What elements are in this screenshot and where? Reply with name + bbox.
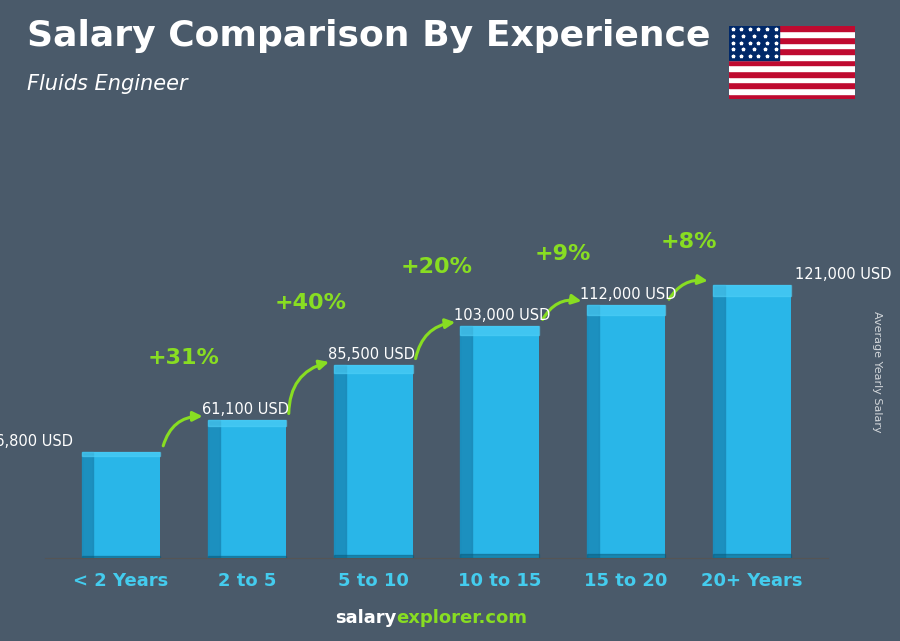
- Bar: [461, 326, 539, 335]
- Bar: [729, 37, 855, 43]
- Bar: [587, 305, 599, 558]
- Bar: [82, 452, 160, 558]
- Text: 85,500 USD: 85,500 USD: [328, 347, 415, 362]
- Bar: [334, 365, 412, 372]
- Text: Fluids Engineer: Fluids Engineer: [27, 74, 187, 94]
- Text: +31%: +31%: [148, 348, 220, 368]
- Bar: [713, 285, 791, 558]
- Bar: [729, 65, 855, 71]
- Bar: [334, 365, 346, 558]
- Text: salary: salary: [335, 609, 396, 627]
- Bar: [461, 554, 539, 558]
- Bar: [587, 305, 665, 315]
- Bar: [713, 285, 791, 296]
- Bar: [729, 88, 855, 94]
- Text: +8%: +8%: [661, 231, 717, 251]
- Text: +9%: +9%: [535, 244, 591, 265]
- Text: 61,100 USD: 61,100 USD: [202, 402, 289, 417]
- Bar: [713, 554, 791, 558]
- Text: 121,000 USD: 121,000 USD: [796, 267, 892, 282]
- Bar: [729, 71, 855, 77]
- Bar: [82, 452, 160, 456]
- Text: 112,000 USD: 112,000 USD: [580, 287, 677, 303]
- Bar: [729, 26, 779, 60]
- Bar: [729, 60, 855, 65]
- Bar: [82, 452, 94, 558]
- FancyArrowPatch shape: [289, 361, 326, 413]
- Bar: [82, 556, 160, 558]
- Bar: [208, 420, 220, 558]
- Bar: [729, 82, 855, 88]
- Bar: [208, 556, 286, 558]
- Bar: [729, 43, 855, 48]
- Text: Average Yearly Salary: Average Yearly Salary: [872, 311, 883, 433]
- FancyArrowPatch shape: [163, 412, 199, 446]
- Bar: [208, 420, 286, 426]
- Bar: [729, 94, 855, 99]
- FancyArrowPatch shape: [669, 276, 705, 299]
- Text: Salary Comparison By Experience: Salary Comparison By Experience: [27, 19, 710, 53]
- Bar: [729, 48, 855, 54]
- FancyArrowPatch shape: [543, 296, 578, 319]
- Text: 103,000 USD: 103,000 USD: [454, 308, 551, 322]
- Bar: [729, 77, 855, 82]
- Bar: [461, 326, 539, 558]
- Bar: [334, 554, 412, 558]
- Bar: [729, 26, 855, 31]
- Bar: [729, 31, 855, 37]
- Bar: [587, 305, 665, 558]
- Bar: [729, 54, 855, 60]
- Bar: [461, 326, 472, 558]
- Text: +40%: +40%: [274, 293, 346, 313]
- Text: 46,800 USD: 46,800 USD: [0, 434, 73, 449]
- Bar: [713, 285, 725, 558]
- FancyArrowPatch shape: [416, 320, 452, 358]
- Bar: [334, 365, 412, 558]
- Bar: [208, 420, 286, 558]
- Text: explorer.com: explorer.com: [396, 609, 527, 627]
- Bar: [587, 554, 665, 558]
- Text: +20%: +20%: [400, 257, 472, 278]
